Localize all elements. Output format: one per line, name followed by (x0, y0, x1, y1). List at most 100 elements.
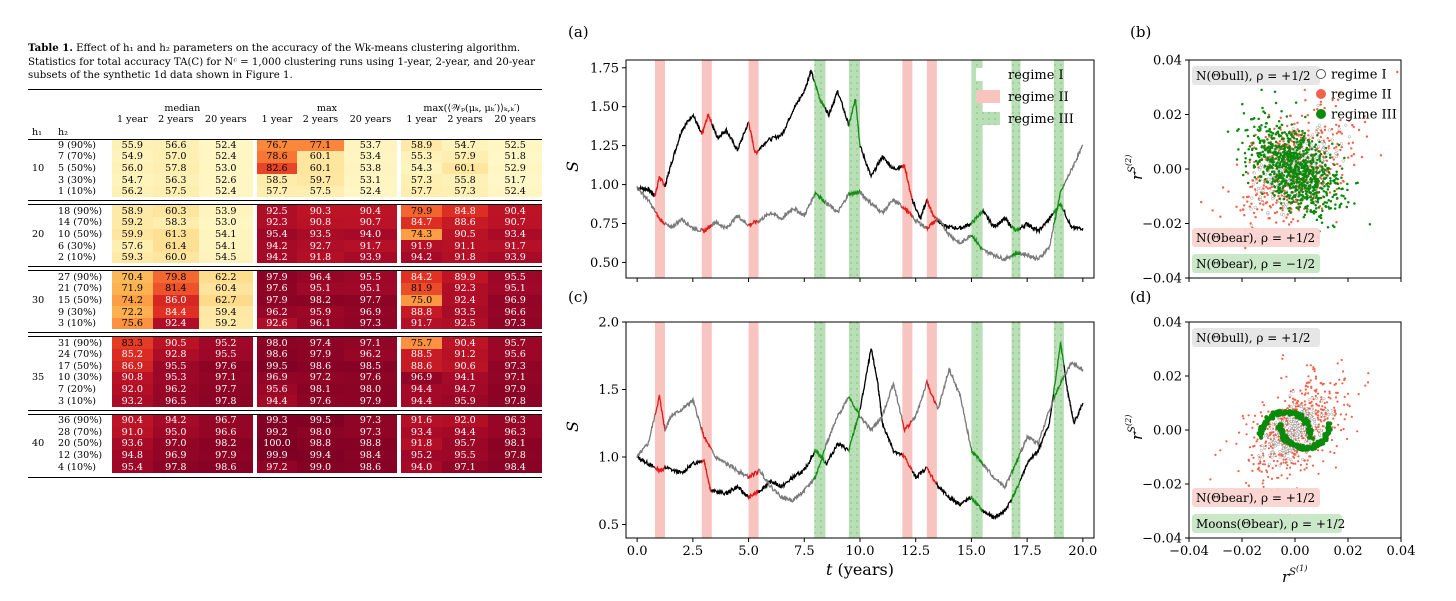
value-cell: 95.2 (401, 449, 442, 462)
regime-II-point (1262, 485, 1265, 488)
regime-II-point (1307, 375, 1310, 378)
price-path-segment (654, 394, 666, 432)
value-cell: 95.0 (152, 426, 200, 439)
regime-III-point (1288, 145, 1292, 148)
regime-III-point (1356, 181, 1359, 185)
value-cell: 60.1 (441, 162, 489, 175)
legend-swatch (976, 112, 1000, 125)
price-path-segment (664, 112, 702, 188)
regime-II-point (1257, 462, 1260, 465)
regime-II-point (1363, 120, 1367, 124)
value-cell: 97.7 (199, 383, 253, 396)
moons-point (1257, 432, 1262, 437)
regime-II-point (1255, 193, 1258, 196)
regime-I-point (1305, 406, 1309, 410)
regime-III-point (1305, 195, 1308, 199)
regime-III-point (1270, 146, 1274, 150)
y-tick-label: −0.04 (1142, 272, 1182, 287)
regime-III-point (1296, 161, 1300, 165)
price-path-segment (758, 69, 815, 151)
value-cell: 97.6 (199, 360, 253, 373)
regime-II-point (1281, 357, 1284, 360)
regime-I-point (1266, 210, 1270, 214)
regime-II-point (1314, 375, 1318, 378)
regime-I-point (1298, 434, 1301, 438)
regime-I-point (1270, 456, 1274, 460)
regime-I-point (1309, 136, 1313, 140)
regime-III-point (1281, 131, 1284, 135)
regime-III-point (1261, 150, 1265, 153)
x-axis-label-t: t (years) (826, 560, 894, 579)
value-cell: 93.2 (112, 395, 153, 407)
sub-header: 20 years (349, 114, 392, 125)
rs-sup: S (1127, 166, 1138, 173)
regime-II-point (1319, 100, 1323, 104)
regime-III-point (1327, 198, 1330, 202)
regime-III-point (1322, 170, 1325, 173)
regime-II-point (1312, 366, 1315, 369)
table-row: 6 (30%) 57.6 61.4 54.1 94.2 92.7 91.7 91.9 91.1 9… (28, 240, 542, 252)
regime-I-point (1308, 414, 1312, 418)
regime-III-point (1286, 156, 1290, 159)
regime-II-point (1211, 209, 1214, 212)
regime-II-point (1356, 430, 1359, 433)
regime-II-point (1277, 438, 1280, 441)
regime-III-point (1321, 167, 1324, 170)
value-cell: 98.6 (297, 360, 344, 373)
regime-II-point (1227, 190, 1230, 193)
regime-II-point (1320, 420, 1323, 423)
regime-III-point (1294, 160, 1298, 163)
regime-II-point (1335, 391, 1338, 394)
regime-I-point (1286, 452, 1290, 456)
regime-III-point (1263, 165, 1267, 168)
regime-II-point (1299, 469, 1302, 472)
price-path-segment (1063, 208, 1084, 232)
regime-III-point (1288, 149, 1292, 153)
regime-I-point (1332, 412, 1336, 416)
annotation-label: Moons(Θbear), ρ = +1/2 (1196, 517, 1345, 531)
h1-cell (28, 217, 56, 229)
regime-II-point (1289, 390, 1292, 393)
regime-III-point (1300, 166, 1303, 170)
regime-III-point (1283, 149, 1286, 153)
regime-II-point (1319, 103, 1322, 106)
h2-header: h₂ (56, 125, 108, 140)
regime-II-point (1257, 466, 1260, 469)
regime-II-point (1296, 128, 1299, 131)
regime-II-point (1300, 136, 1303, 139)
regime-III-point (1265, 147, 1269, 151)
price-path-segment (700, 426, 713, 450)
value-cell: 54.7 (112, 174, 153, 186)
value-cell: 95.6 (256, 383, 298, 396)
value-cell: 92.0 (441, 413, 489, 427)
regime-III-point (1269, 173, 1272, 176)
value-cell: 84.7 (401, 217, 442, 229)
x-axis-label-d: rS(1) (1282, 564, 1307, 586)
value-cell: 57.9 (441, 151, 489, 163)
regime-III-point (1260, 88, 1263, 92)
y-tick-label: 0.00 (1153, 163, 1182, 178)
regime-III-point (1271, 163, 1275, 166)
x-tick-label: 7.5 (794, 544, 815, 559)
regime-II-point (1292, 462, 1295, 465)
regime-I-point (1309, 412, 1313, 415)
regime-III-point (1294, 166, 1297, 170)
regime-I-point (1321, 147, 1325, 151)
y-tick-label: 0.5 (598, 518, 619, 533)
regime-II-point (1292, 455, 1295, 458)
regime-II-point (1209, 478, 1212, 481)
regime-III-point (1277, 126, 1281, 130)
legend-swatch (976, 68, 1000, 81)
regime-II-point (1265, 469, 1268, 472)
regime-I-point (1319, 413, 1323, 417)
regime-III-point (1333, 189, 1336, 193)
results-table-panel: Table 1. Effect of h₁ and h₂ parameters … (28, 42, 548, 478)
regime-III-point (1260, 145, 1264, 149)
price-path-segment (701, 224, 713, 234)
value-cell: 56.6 (152, 138, 200, 152)
regime-I-point (1319, 428, 1323, 432)
regime-III-point (1317, 206, 1321, 209)
regime-II-point (1271, 203, 1275, 206)
regime-II-point (1308, 407, 1311, 410)
regime-III-point (1279, 176, 1282, 180)
